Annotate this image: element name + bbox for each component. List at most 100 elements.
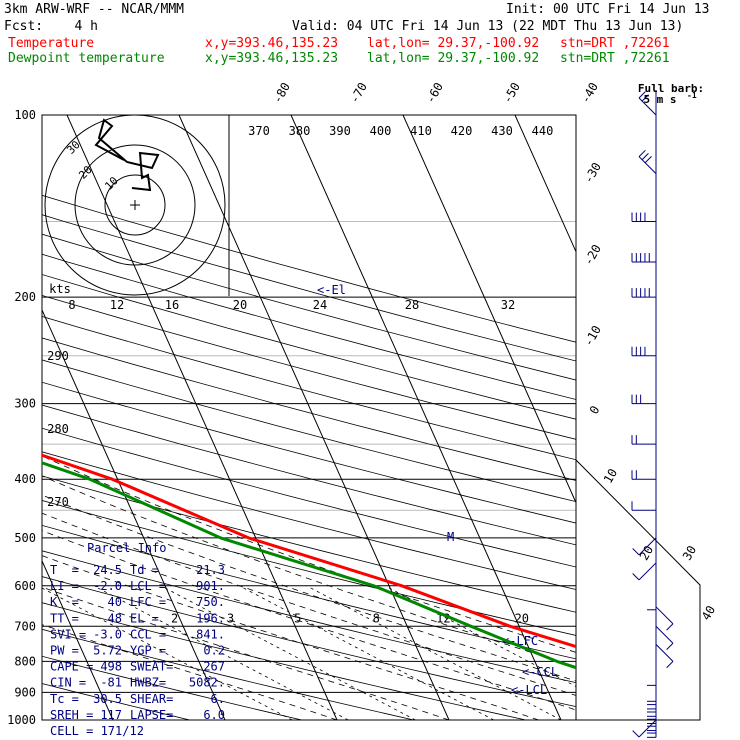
parcel-val-left-2: 40: [108, 595, 122, 609]
parcel-val-right-4: 841.: [196, 627, 225, 641]
dewpoint-legend: Dewpoint temperature: [8, 51, 165, 66]
mixing-ratio-label-8: 8: [373, 611, 380, 625]
wind-barb: [647, 706, 657, 732]
dry-adiabat: [42, 337, 576, 481]
wind-barbs: [631, 91, 674, 738]
wind-barb-flag: [644, 156, 652, 164]
hodograph-ring-label-30: 30: [64, 138, 83, 157]
isotherm: [42, 308, 226, 720]
pressure-label-700: 700: [14, 619, 36, 633]
dry-adiabat: [42, 500, 576, 636]
dry-adiabat: [42, 427, 576, 568]
wind-barb-shaft: [655, 625, 674, 644]
pressure-label-400: 400: [14, 472, 36, 486]
wind-barb: [631, 435, 656, 445]
parcel-val-right-2: 750.: [196, 595, 225, 609]
wind-barb: [631, 501, 656, 511]
hodograph-speed-label-32: 32: [501, 298, 515, 312]
isotherm-label-0: 0: [587, 403, 603, 416]
wind-barb-flag: [641, 94, 649, 102]
isotherm: [402, 115, 576, 504]
parcel-val-right-8: 6.: [211, 692, 225, 706]
wind-barb: [655, 625, 674, 650]
theta-side-label-280: 280: [47, 422, 69, 436]
pressure-label-500: 500: [14, 531, 36, 545]
wind-barb-shaft: [638, 562, 657, 581]
isotherm: [290, 115, 562, 720]
hodograph-speed-label-24: 24: [313, 298, 327, 312]
mixing-ratio-line: [93, 585, 349, 720]
wind-barb-flag: [632, 573, 640, 581]
wind-barb: [647, 713, 657, 738]
isotherm-label--20: -20: [581, 242, 604, 268]
mixing-ratio-label-3: 3: [227, 611, 234, 625]
mixing-ratio-label-2: 2: [171, 611, 178, 625]
parcel-val-left-1: -2.0: [93, 579, 122, 593]
hodograph-speed-label-12: 12: [110, 298, 124, 312]
hodograph-speed-unit: kts: [49, 282, 71, 296]
parcel-key-right-0: Td =: [130, 563, 159, 577]
theta-label-420: 420: [451, 124, 473, 138]
wind-barb: [638, 91, 657, 116]
parcel-key-left-6: CAPE =: [50, 660, 93, 674]
dry-adiabat: [42, 576, 576, 708]
parcel-val-left-5: 5.72: [93, 644, 122, 658]
parcel-key-right-6: SWEAT=: [130, 660, 173, 674]
wind-barb: [631, 394, 656, 405]
parcel-val-right-9: 6.0: [203, 708, 225, 722]
wind-box-outline: [575, 459, 701, 721]
wind-barb: [631, 253, 656, 263]
dry-adiabat: [42, 214, 576, 362]
isotherm-label--80: -80: [270, 80, 293, 106]
parcel-key-right-9: LAPSE=: [130, 708, 173, 722]
barb-legend-unit-exponent: -1: [687, 91, 697, 100]
latlon-readout-temp: lat,lon= 29.37,-100.92: [367, 36, 540, 51]
hodograph-ring-label-10: 10: [102, 174, 121, 193]
wind-barb: [631, 212, 656, 223]
wind-barb: [647, 585, 657, 611]
dry-adiabat: [42, 233, 576, 381]
hodograph: 30 20 10 kts 8 12 16 20 24 28 32: [44, 114, 515, 312]
wind-barb-flag: [666, 642, 674, 650]
isotherm-label--30: -30: [581, 160, 604, 186]
hodograph-speed-label-28: 28: [405, 298, 419, 312]
dry-adiabat: [42, 274, 576, 420]
dewpoint-profile: [42, 461, 576, 670]
mixing-ratio-line: [160, 585, 416, 720]
station-readout-temp: stn=DRT ,72261: [560, 36, 670, 51]
theta-label-430: 430: [491, 124, 513, 138]
isotherm: [627, 115, 740, 720]
isotherm: [514, 115, 576, 253]
wind-barb-shaft: [655, 606, 674, 625]
latlon-readout-dew: lat,lon= 29.37,-100.92: [367, 51, 540, 66]
wind-barb-flag: [638, 149, 646, 158]
wind-barb: [632, 537, 657, 556]
parcel-key-left-1: LI =: [50, 579, 79, 593]
theta-label-390: 390: [329, 124, 351, 138]
valid-time: Valid: 04 UTC Fri 14 Jun 13 (22 MDT Thu …: [292, 19, 684, 34]
parcel-key-left-7: CIN =: [50, 676, 86, 690]
parcel-val-right-3: 196.: [196, 611, 225, 625]
mixing-ratio-label-20: 20: [515, 611, 529, 625]
parcel-key-right-1: LCL =: [130, 579, 166, 593]
dry-adiabat: [42, 602, 526, 720]
barb-legend-title: Full barb:: [638, 82, 704, 95]
theta-side-label-270: 270: [47, 495, 69, 509]
pressure-label-600: 600: [14, 579, 36, 593]
parcel-val-left-8: 30.5: [93, 692, 122, 706]
pressure-label-1000: 1000: [7, 713, 36, 727]
wind-barb-shaft: [655, 644, 674, 662]
xy-readout-temp: x,y=393.46,135.23: [205, 36, 339, 51]
annotation-1: M: [447, 530, 454, 544]
annotation-4: <-LCL: [511, 683, 547, 697]
theta-label-370: 370: [248, 124, 270, 138]
wind-barb-shaft: [638, 97, 657, 116]
parcel-val-right-5: 0.2: [203, 644, 225, 658]
barb-legend-unit: 5 m s: [643, 93, 676, 106]
model-title: 3km ARW-WRF -- NCAR/MMM: [4, 2, 185, 17]
isotherm-label--70: -70: [347, 80, 370, 106]
wind-barb-flag: [638, 91, 646, 99]
theta-label-440: 440: [532, 124, 554, 138]
isotherm-label--10: -10: [581, 323, 604, 349]
